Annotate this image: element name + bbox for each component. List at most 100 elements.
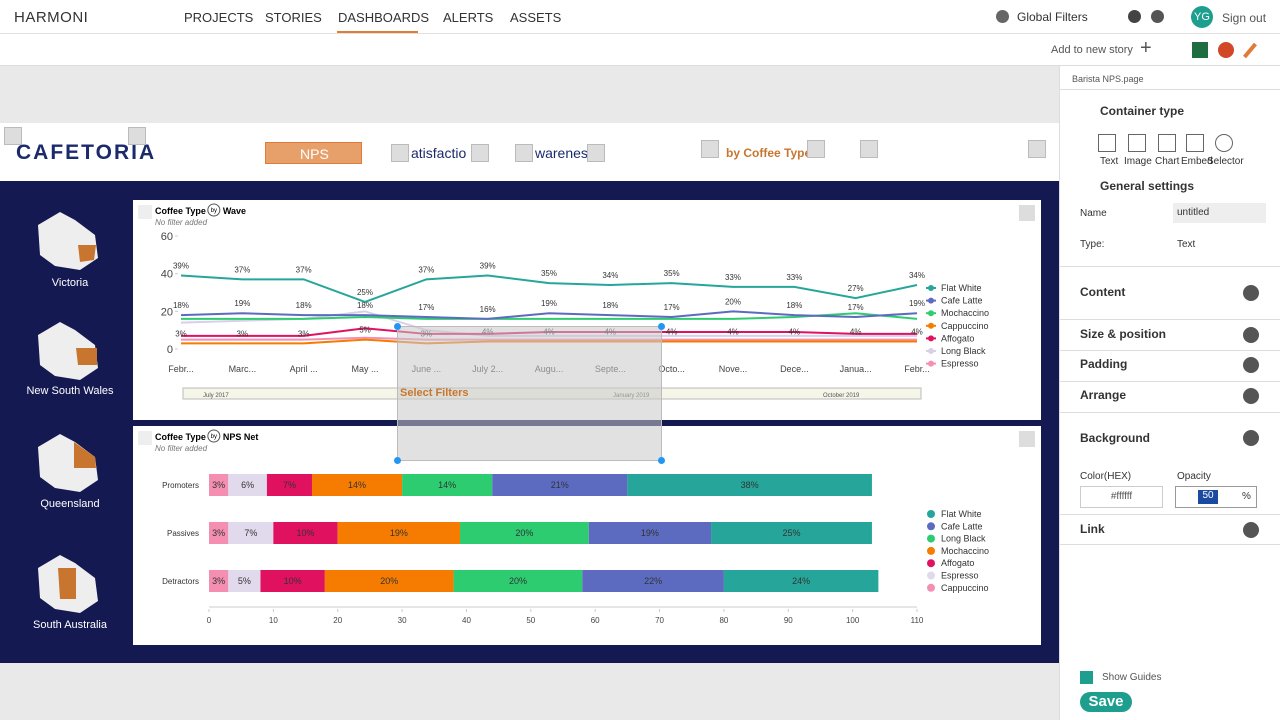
tab[interactable]: warenes	[535, 145, 588, 161]
section-title[interactable]: Padding	[1080, 357, 1128, 371]
help-icon[interactable]	[1151, 10, 1164, 23]
section-title[interactable]: General settings	[1100, 179, 1195, 193]
avatar[interactable]: YG	[1191, 6, 1213, 28]
region-maps	[38, 212, 98, 613]
embed-handle[interactable]	[138, 431, 152, 445]
category-label: Promoters	[162, 481, 199, 490]
legend-label: Cafe Latte	[941, 521, 983, 531]
data-label: 6%	[241, 480, 254, 490]
icon[interactable]	[1098, 134, 1116, 152]
data-label: 20%	[725, 297, 741, 306]
sign-out[interactable]: Sign out	[1222, 11, 1267, 25]
delete-handle[interactable]	[860, 140, 878, 158]
x-tick-label: Febr...	[904, 364, 930, 374]
legend-label: Cafe Latte	[941, 296, 983, 306]
add-to-story[interactable]: Add to new story	[1051, 44, 1133, 56]
nav-item[interactable]: PROJECTS	[184, 10, 254, 25]
icon[interactable]	[1215, 134, 1233, 152]
section-title[interactable]: Container type	[1100, 104, 1185, 118]
map	[38, 555, 98, 613]
bar-segment	[627, 474, 872, 496]
icon[interactable]	[1128, 134, 1146, 152]
collapse-icon[interactable]	[1243, 285, 1259, 301]
embed-handle[interactable]	[515, 144, 533, 162]
ppt-icon[interactable]	[1218, 42, 1234, 58]
delete-handle[interactable]	[1019, 431, 1035, 447]
legend-marker	[928, 297, 934, 304]
legend-marker	[927, 546, 935, 555]
section-title[interactable]: Arrange	[1080, 388, 1127, 402]
tab[interactable]: atisfactio	[411, 145, 467, 161]
nav-item[interactable]: STORIES	[265, 10, 322, 25]
bar-chart-card: Coffee Type by NPS Net No filter added 0 10 20…	[133, 426, 1041, 645]
data-label: 34%	[602, 271, 618, 280]
color-input[interactable]: #ffffff	[1080, 486, 1163, 508]
tab[interactable]: by Coffee Type	[726, 146, 812, 160]
icon[interactable]	[1158, 134, 1176, 152]
type-label[interactable]: Text	[1100, 156, 1119, 167]
delete-handle[interactable]	[128, 127, 146, 145]
collapse-icon[interactable]	[1243, 430, 1259, 446]
active-underline	[337, 31, 418, 33]
bar-segment	[209, 474, 229, 496]
nav-item[interactable]: ASSETS	[510, 10, 562, 25]
data-label: 19%	[641, 528, 659, 538]
bar-segment	[311, 474, 403, 496]
expand-icon[interactable]	[1243, 327, 1259, 343]
section-title[interactable]: Size & position	[1080, 327, 1167, 341]
edit-icon[interactable]	[1243, 42, 1257, 59]
nav-item[interactable]: DASHBOARDS	[338, 10, 430, 25]
legend-label: Affogato	[941, 333, 974, 343]
data-label: 19%	[234, 299, 250, 308]
embed-handle[interactable]	[4, 127, 22, 145]
type-label[interactable]: Selector	[1207, 156, 1244, 167]
tab-active[interactable]: NPS	[265, 142, 362, 164]
handle[interactable]	[658, 457, 665, 464]
data-label: 18%	[173, 301, 189, 310]
brand[interactable]: HARMONI	[14, 9, 89, 26]
selected-container[interactable]	[394, 323, 665, 464]
bar-segment	[209, 522, 229, 544]
global-filters[interactable]: Global Filters	[1017, 10, 1088, 24]
save-button[interactable]: Save	[1080, 692, 1132, 712]
embed-handle[interactable]	[391, 144, 409, 162]
x-tick-label: Marc...	[229, 364, 257, 374]
legend-label: Flat White	[941, 283, 982, 293]
expand-icon[interactable]	[1243, 357, 1259, 373]
delete-handle[interactable]	[1019, 205, 1035, 221]
delete-handle[interactable]	[471, 144, 489, 162]
checkbox[interactable]	[1080, 671, 1093, 684]
map	[38, 434, 98, 492]
section-title[interactable]: Content	[1080, 285, 1126, 299]
handle[interactable]	[394, 457, 401, 464]
delete-handle[interactable]	[1028, 140, 1046, 158]
embed-handle[interactable]	[701, 140, 719, 158]
delete-handle[interactable]	[807, 140, 825, 158]
expand-icon[interactable]	[1243, 522, 1259, 538]
legend-marker	[928, 285, 934, 291]
delete-handle[interactable]	[587, 144, 605, 162]
handle[interactable]	[394, 323, 401, 330]
handle[interactable]	[658, 323, 665, 330]
embed-handle[interactable]	[138, 205, 152, 219]
checkbox-label[interactable]: Show Guides	[1102, 672, 1162, 683]
nav-item[interactable]: ALERTS	[443, 10, 494, 25]
name-input[interactable]: untitled	[1173, 203, 1266, 223]
theme-icon[interactable]	[1128, 10, 1141, 23]
excel-icon[interactable]	[1192, 42, 1208, 58]
section-title[interactable]: Link	[1080, 522, 1105, 536]
icon[interactable]	[1186, 134, 1204, 152]
type-label[interactable]: Embed	[1181, 156, 1213, 167]
type-label[interactable]: Chart	[1155, 156, 1180, 167]
opacity-input[interactable]: 50	[1198, 490, 1218, 504]
expand-icon[interactable]	[1243, 388, 1259, 404]
x-tick-label: 20	[333, 616, 342, 625]
x-tick-label: Janua...	[840, 364, 872, 374]
section-title[interactable]: Background	[1080, 431, 1151, 445]
add-button[interactable]: +	[1140, 37, 1152, 59]
data-label: 22%	[644, 576, 662, 586]
data-label: 4%	[789, 327, 801, 336]
data-label: 10%	[284, 576, 302, 586]
type-label[interactable]: Image	[1124, 156, 1152, 167]
select-filters[interactable]: Select Filters	[400, 387, 469, 399]
